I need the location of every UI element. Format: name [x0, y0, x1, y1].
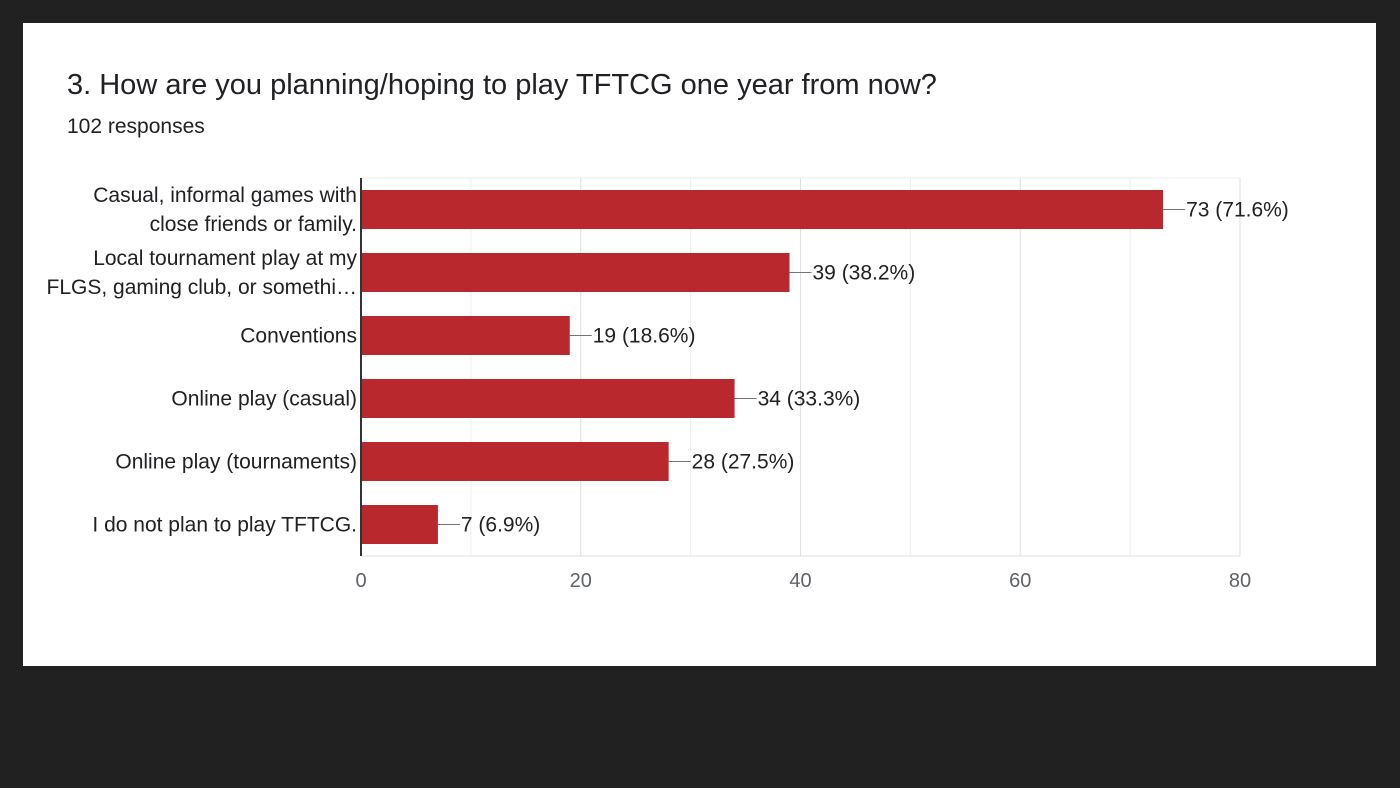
x-tick-label: 60	[1009, 570, 1031, 592]
response-count: 102 responses	[67, 115, 205, 138]
bar-chart: 73 (71.6%) Casual, informal games with clo…	[47, 177, 1289, 592]
bar	[361, 316, 570, 355]
x-tick-label: 20	[570, 570, 592, 592]
category-label: FLGS, gaming club, or somethi…	[47, 276, 357, 299]
category-label: I do not plan to play TFTCG.	[92, 514, 357, 537]
category-label: Local tournament play at my	[93, 247, 357, 270]
chart-question-title: 3. How are you planning/hoping to play T…	[67, 69, 937, 101]
category-label: Casual, informal games with	[93, 184, 357, 207]
category-label: Conventions	[240, 325, 357, 348]
bar	[361, 190, 1164, 229]
chart-card: 3. How are you planning/hoping to play T…	[23, 23, 1376, 666]
data-label: 28 (27.5%)	[692, 451, 795, 474]
category-label: Online play (casual)	[171, 388, 357, 411]
bar	[361, 253, 790, 292]
data-label: 39 (38.2%)	[813, 262, 916, 285]
data-label: 73 (71.6%)	[1186, 199, 1289, 222]
data-label: 34 (33.3%)	[758, 388, 861, 411]
x-tick-label: 40	[789, 570, 811, 592]
data-label: 7 (6.9%)	[461, 514, 540, 537]
data-label: 19 (18.6%)	[593, 325, 696, 348]
x-tick-label: 80	[1229, 570, 1251, 592]
bar	[361, 379, 735, 418]
bar	[361, 505, 438, 544]
category-label: close friends or family.	[150, 213, 357, 236]
category-label: Online play (tournaments)	[115, 451, 357, 474]
x-tick-label: 0	[355, 570, 366, 592]
bar	[361, 442, 669, 481]
